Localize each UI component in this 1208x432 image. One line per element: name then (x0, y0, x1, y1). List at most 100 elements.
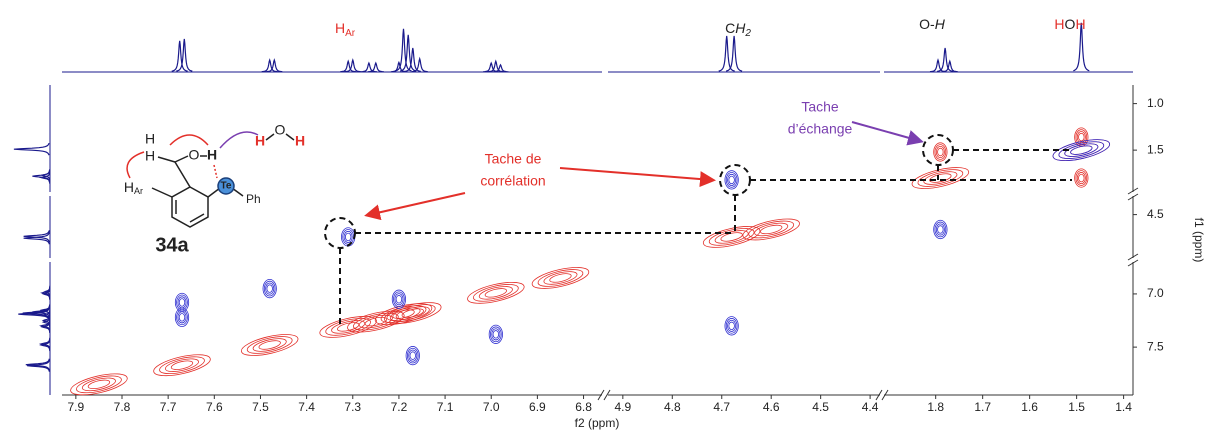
y-tick-label: 7.5 (1147, 339, 1164, 353)
axis-break (875, 389, 883, 401)
projection-peak (360, 61, 378, 73)
peak-label: O-H (919, 16, 946, 32)
contour-ring (325, 318, 372, 336)
axis-break (597, 389, 605, 401)
contour-ring (934, 221, 947, 238)
cross-peak (341, 227, 356, 247)
contour-ring (491, 328, 501, 341)
cross-peak (742, 218, 800, 241)
cross-peak (153, 354, 211, 377)
contour-ring (159, 356, 205, 375)
contour-ring (933, 142, 948, 162)
benzene-ring (171, 186, 209, 228)
contour-ring (87, 379, 111, 390)
annotation: Tache (801, 99, 839, 115)
contour-ring (728, 175, 735, 185)
contour-ring (263, 280, 276, 297)
x-tick-label: 1.7 (974, 400, 991, 414)
te-atom (217, 177, 235, 195)
x-axis-title: f2 (ppm) (575, 416, 620, 430)
plot-area: 7.9 7.8 7.7 7.6 7.5 7.4 7.3 7.2 7.1 7.0 6.9 6.8 4.9 4… (13, 22, 1164, 414)
projection-peak (23, 230, 50, 243)
cross-peak (933, 219, 948, 240)
label-part: H (335, 20, 345, 36)
label-part: O- (919, 16, 935, 32)
contour-ring (76, 375, 122, 394)
projection-peak (38, 319, 51, 332)
annotation: Tache de (485, 151, 542, 167)
atom: HAr (124, 179, 143, 197)
axis-break (881, 389, 889, 401)
label-part: O (1065, 16, 1076, 32)
contour-ring (1076, 131, 1086, 144)
cross-peak (531, 267, 590, 289)
contour-ring (1078, 132, 1085, 142)
projection-peak (411, 56, 428, 73)
y-tick-label: 7.0 (1147, 286, 1164, 300)
contour-ring (401, 308, 424, 318)
contour-ring (394, 293, 404, 306)
contour-ring (934, 144, 947, 160)
guides (324, 134, 1072, 328)
contour-ring (406, 347, 419, 364)
projection-peak (340, 59, 357, 73)
atom-part: Ar (134, 186, 143, 196)
projection-peak (492, 63, 509, 73)
contour-ring (352, 312, 399, 331)
bond (189, 213, 205, 223)
contour-ring (917, 169, 964, 187)
contour-ring (935, 223, 945, 236)
axis-break (1127, 187, 1139, 195)
contour-ring (727, 319, 737, 332)
cross-peak (262, 279, 277, 299)
projection-peak (23, 232, 50, 245)
axis-break (1127, 259, 1139, 267)
label-part: H (1075, 16, 1085, 32)
cross-peak (911, 167, 970, 189)
projection-peak (390, 60, 408, 73)
projection-peak (171, 40, 188, 72)
label-part: C (725, 20, 735, 36)
label-part: Ar (345, 28, 356, 39)
curved-arrow (219, 131, 259, 149)
atom: H (295, 133, 305, 149)
x-tick-label: 4.5 (812, 400, 829, 414)
projection-peak (43, 285, 51, 298)
x-tick-label: 6.9 (529, 400, 546, 414)
projection-peak (40, 304, 51, 317)
contour-ring (393, 291, 405, 308)
cross-peak (724, 170, 739, 190)
contour-ring (725, 172, 738, 188)
contour-ring (714, 230, 749, 244)
projection-peak (941, 59, 958, 73)
contour-ring (1076, 172, 1086, 185)
arrow (364, 192, 466, 221)
contour-ring (702, 226, 761, 248)
contour-ring (405, 346, 420, 366)
x-tick-label: 4.8 (664, 400, 681, 414)
projection-peak (487, 59, 504, 73)
cross-peak (467, 281, 525, 304)
cross-peak (174, 307, 190, 327)
cross-peak (384, 302, 442, 324)
compound-label: 34a (155, 234, 189, 256)
contour-ring (467, 281, 525, 304)
x-tick-label: 7.7 (160, 400, 177, 414)
contour-ring (70, 373, 128, 396)
atom: O (189, 147, 200, 163)
contour-ring (164, 358, 200, 372)
contour-ring (1074, 168, 1089, 188)
projection-peak (936, 47, 954, 72)
atom: Te (221, 181, 232, 192)
contour-ring (725, 318, 738, 334)
contour-ring (170, 360, 194, 370)
contour-ring (391, 289, 407, 309)
projection-peak (718, 35, 735, 72)
contour-ring (728, 321, 735, 331)
projection-peak (176, 38, 193, 72)
contour-ring (265, 282, 275, 295)
contour-ring (727, 173, 737, 186)
contour-ring (341, 227, 356, 247)
contour-ring (937, 147, 944, 157)
contour-ring (409, 351, 416, 360)
